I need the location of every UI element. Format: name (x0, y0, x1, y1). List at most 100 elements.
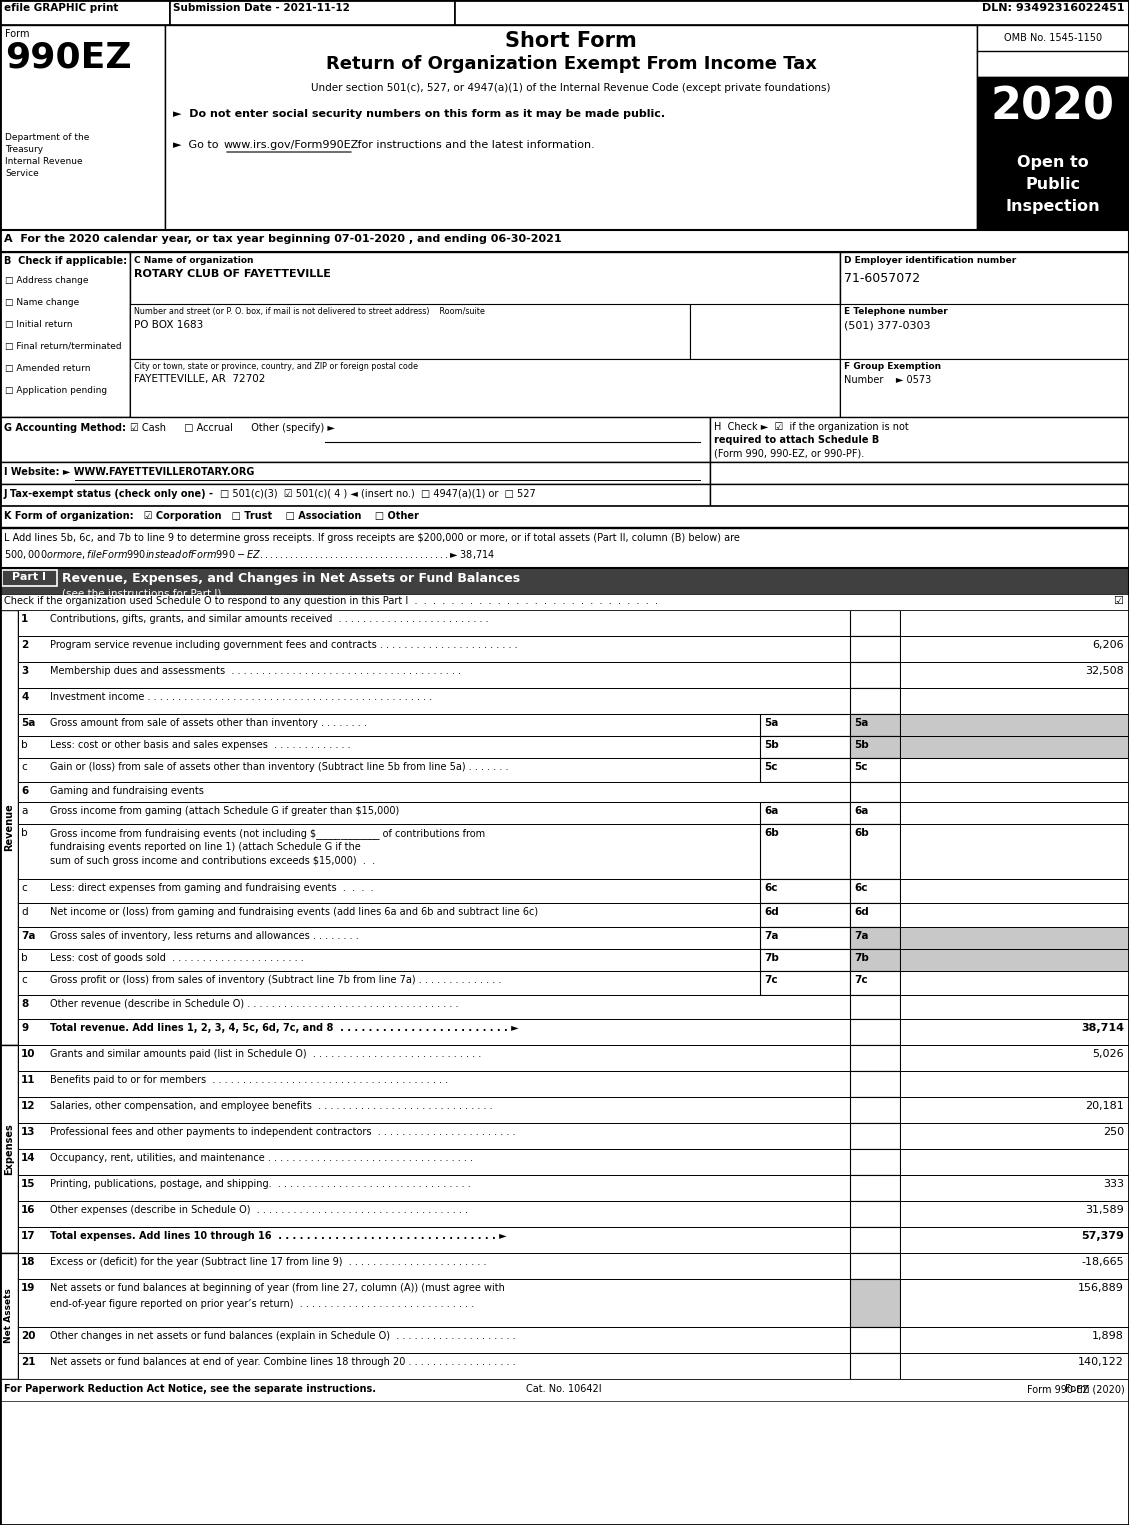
Bar (18, 1096, 850, 1122)
Bar (170, 0, 455, 24)
Text: Check if the organization used Schedule O to respond to any question in this Par: Check if the organization used Schedule … (5, 596, 658, 605)
Bar (18, 903, 760, 927)
Text: Number    ► 0573: Number ► 0573 (844, 375, 931, 384)
Bar (900, 1202, 1129, 1228)
Bar (900, 802, 1129, 824)
Bar (18, 949, 760, 971)
Text: 5c: 5c (764, 762, 778, 772)
Text: 250: 250 (1103, 1127, 1124, 1138)
Text: Inspection: Inspection (1006, 198, 1101, 214)
Bar (18, 1279, 850, 1327)
Bar (18, 758, 760, 782)
Text: Form 990-EZ (2020): Form 990-EZ (2020) (1027, 1385, 1124, 1394)
Text: 3: 3 (21, 666, 28, 676)
Text: PO BOX 1683: PO BOX 1683 (134, 320, 203, 329)
Text: 333: 333 (1103, 1179, 1124, 1190)
Text: b: b (21, 953, 27, 962)
Bar (900, 610, 1129, 636)
Bar (900, 1096, 1129, 1122)
Bar (0, 252, 130, 416)
Bar (900, 994, 1129, 1019)
Bar (850, 1019, 900, 1045)
Text: 5b: 5b (764, 740, 779, 750)
Text: E Telephone number: E Telephone number (844, 307, 947, 316)
Text: DLN: 93492316022451: DLN: 93492316022451 (981, 3, 1124, 14)
Text: Investment income . . . . . . . . . . . . . . . . . . . . . . . . . . . . . . . : Investment income . . . . . . . . . . . … (50, 692, 432, 702)
Bar (18, 688, 850, 714)
Bar (18, 1327, 850, 1353)
Bar (710, 462, 1129, 483)
Text: Number and street (or P. O. box, if mail is not delivered to street address)    : Number and street (or P. O. box, if mail… (134, 307, 484, 316)
Bar (0, 595, 1129, 610)
Text: 4: 4 (21, 692, 28, 702)
Text: Net income or (loss) from gaming and fundraising events (add lines 6a and 6b and: Net income or (loss) from gaming and fun… (50, 907, 539, 917)
Bar (0, 462, 710, 483)
Text: 5b: 5b (854, 740, 868, 750)
Text: City or town, state or province, country, and ZIP or foreign postal code: City or town, state or province, country… (134, 361, 418, 371)
Text: Open to: Open to (1017, 156, 1088, 169)
Bar (2, 570, 56, 586)
Bar (18, 802, 760, 824)
Text: Gross profit or (loss) from sales of inventory (Subtract line 7b from line 7a) .: Gross profit or (loss) from sales of inv… (50, 974, 501, 985)
Text: 20: 20 (21, 1331, 35, 1340)
Bar (900, 636, 1129, 662)
Bar (18, 927, 760, 949)
Text: c: c (21, 762, 27, 772)
Text: fundraising events reported on line 1) (attach Schedule G if the: fundraising events reported on line 1) (… (50, 842, 361, 852)
Text: 8: 8 (21, 999, 28, 1010)
Text: J Tax-exempt status (check only one) -: J Tax-exempt status (check only one) - (5, 490, 215, 499)
Text: 9: 9 (21, 1023, 28, 1032)
Bar (760, 971, 850, 994)
Bar (977, 146, 1129, 230)
Bar (850, 903, 900, 927)
Text: 6: 6 (21, 785, 28, 796)
Bar (900, 714, 1129, 737)
Text: 5a: 5a (854, 718, 868, 727)
Text: 6,206: 6,206 (1093, 640, 1124, 650)
Text: □ 501(c)(3)  ☑ 501(c)( 4 ) ◄ (insert no.)  □ 4947(a)(1) or  □ 527: □ 501(c)(3) ☑ 501(c)( 4 ) ◄ (insert no.)… (220, 490, 536, 499)
Bar (840, 358, 1129, 416)
Bar (18, 610, 850, 636)
Text: □ Application pending: □ Application pending (5, 386, 107, 395)
Text: Internal Revenue: Internal Revenue (5, 157, 82, 166)
Text: Total expenses. Add lines 10 through 16  . . . . . . . . . . . . . . . . . . . .: Total expenses. Add lines 10 through 16 … (50, 1231, 507, 1241)
Text: 16: 16 (21, 1205, 35, 1215)
Text: Cat. No. 10642I: Cat. No. 10642I (526, 1385, 602, 1394)
Bar (18, 994, 850, 1019)
Text: ►  Do not enter social security numbers on this form as it may be made public.: ► Do not enter social security numbers o… (173, 108, 665, 119)
Bar (850, 1254, 900, 1279)
Text: K Form of organization:   ☑ Corporation   □ Trust    □ Association    □ Other: K Form of organization: ☑ Corporation □ … (5, 511, 419, 522)
Text: G Accounting Method:: G Accounting Method: (5, 422, 126, 433)
Bar (850, 994, 900, 1019)
Bar (0, 0, 1129, 24)
Text: 7a: 7a (764, 930, 779, 941)
Bar (850, 824, 900, 878)
Text: 14: 14 (21, 1153, 36, 1164)
Bar (900, 1174, 1129, 1202)
Text: Revenue, Expenses, and Changes in Net Assets or Fund Balances: Revenue, Expenses, and Changes in Net As… (62, 572, 520, 586)
Bar (18, 1019, 850, 1045)
Text: Total revenue. Add lines 1, 2, 3, 4, 5c, 6d, 7c, and 8  . . . . . . . . . . . . : Total revenue. Add lines 1, 2, 3, 4, 5c,… (50, 1023, 518, 1032)
Text: B  Check if applicable:: B Check if applicable: (5, 256, 128, 265)
Bar (900, 903, 1129, 927)
Bar (850, 1353, 900, 1379)
Bar (18, 878, 760, 903)
Text: required to attach Schedule B: required to attach Schedule B (714, 435, 879, 445)
Text: 1: 1 (21, 615, 28, 624)
Text: Return of Organization Exempt From Income Tax: Return of Organization Exempt From Incom… (325, 55, 816, 73)
Text: D Employer identification number: D Employer identification number (844, 256, 1016, 265)
Text: 6c: 6c (854, 883, 867, 894)
Text: 32,508: 32,508 (1085, 666, 1124, 676)
Bar (850, 949, 900, 971)
Text: 57,379: 57,379 (1082, 1231, 1124, 1241)
Bar (0, 1379, 1129, 1401)
Text: 7c: 7c (854, 974, 867, 985)
Text: 1,898: 1,898 (1092, 1331, 1124, 1340)
Text: Net Assets: Net Assets (5, 1289, 14, 1344)
Bar (455, 0, 1129, 24)
Bar (760, 949, 850, 971)
Text: 18: 18 (21, 1257, 35, 1267)
Bar (900, 878, 1129, 903)
Text: Program service revenue including government fees and contracts . . . . . . . . : Program service revenue including govern… (50, 640, 517, 650)
Bar (165, 24, 977, 230)
